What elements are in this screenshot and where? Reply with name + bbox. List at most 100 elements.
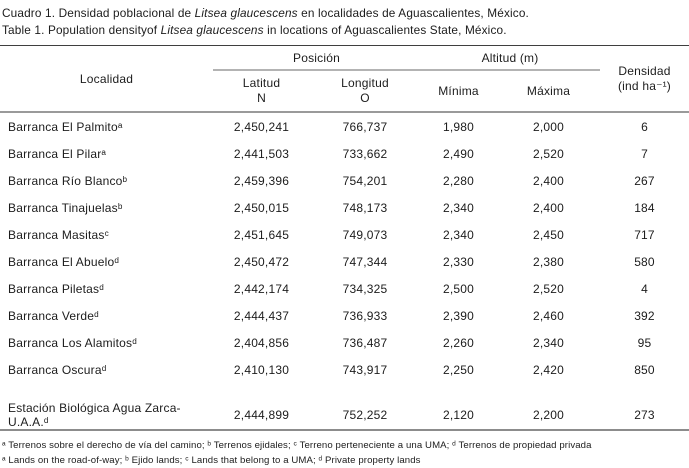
table-row: Barranca Tinajuelasᵇ 2,450,015 748,173 2… (0, 194, 689, 221)
caption-text: Cuadro 1. Densidad poblacional de (2, 6, 195, 20)
cell-altitude-max: 2,400 (532, 173, 565, 188)
cell-density: 184 (634, 200, 655, 215)
header-group-row: Localidad Posición Altitud (m) Densidad … (0, 45, 689, 113)
table-row: Barranca Los Alamitosᵈ 2,404,856 736,487… (0, 329, 689, 356)
table-caption-es: Cuadro 1. Densidad poblacional de Litsea… (2, 5, 687, 22)
cell-locality: Barranca Tinajuelasᵇ (8, 200, 123, 215)
cell-density: 267 (634, 173, 655, 188)
table-row: Estación Biológica Agua Zarca-U.A.A.ᵈ 2,… (0, 383, 689, 430)
cell-longitude: 748,173 (342, 200, 388, 215)
cell-altitude-min: 2,490 (442, 146, 475, 161)
cell-altitude-max: 2,450 (532, 227, 565, 242)
cell-altitude-min: 2,250 (442, 362, 475, 377)
cell-latitude: 2,444,437 (233, 308, 290, 323)
footnote-es: ᵃ Terrenos sobre el derecho de vía del c… (2, 440, 592, 451)
cell-longitude: 734,325 (342, 281, 388, 296)
cell-altitude-max: 2,000 (532, 119, 565, 134)
species-name: Litsea glaucescens (194, 6, 298, 20)
cell-locality: Barranca Piletasᵈ (8, 281, 104, 296)
cell-locality: Barranca Verdeᵈ (8, 308, 99, 323)
cell-altitude-max: 2,420 (532, 362, 565, 377)
table-row: Barranca El Pilarᵃ 2,441,503 733,662 2,4… (0, 140, 689, 167)
table-captions: Cuadro 1. Densidad poblacional de Litsea… (0, 0, 689, 45)
table-footnotes: ᵃ Terrenos sobre el derecho de vía del c… (0, 431, 689, 468)
cell-altitude-min: 2,340 (442, 200, 475, 215)
table-row: Barranca Oscuraᵈ 2,410,130 743,917 2,250… (0, 356, 689, 383)
caption-text: in locations of Aguascalientes State, Mé… (263, 22, 507, 37)
cell-latitude: 2,442,174 (233, 281, 290, 296)
col-header-longitud: Longitud O (310, 70, 420, 113)
group-header-altitud: Altitud (m) (420, 45, 600, 71)
species-name: Litsea glaucescens (160, 22, 264, 37)
col-header-localidad: Localidad (0, 45, 213, 113)
cell-locality: Barranca El Pilarᵃ (8, 146, 107, 161)
cell-latitude: 2,451,645 (233, 227, 290, 242)
cell-altitude-min: 2,120 (442, 408, 475, 422)
table-row: Barranca El Palmitoᵃ 2,450,241 766,737 1… (0, 112, 689, 140)
col-header-densidad: Densidad (ind ha⁻¹) (600, 45, 689, 113)
cell-altitude-min: 2,330 (442, 254, 475, 269)
cell-altitude-min: 1,980 (442, 119, 475, 134)
cell-longitude: 736,933 (342, 308, 388, 323)
header-line: O (360, 91, 370, 105)
col-header-maxima: Máxima (497, 70, 600, 113)
cell-density: 95 (637, 335, 652, 350)
header-line: Longitud (341, 76, 389, 90)
cell-density: 7 (641, 146, 648, 161)
cell-altitude-max: 2,460 (532, 308, 565, 323)
cell-altitude-max: 2,380 (532, 254, 565, 269)
table-row: Barranca Piletasᵈ 2,442,174 734,325 2,50… (0, 275, 689, 302)
cell-longitude: 743,917 (342, 362, 388, 377)
cell-altitude-min: 2,280 (442, 173, 475, 188)
density-table: Localidad Posición Altitud (m) Densidad … (0, 45, 689, 431)
cell-longitude: 754,201 (342, 173, 388, 188)
cell-longitude: 766,737 (342, 119, 388, 134)
cell-altitude-min: 2,260 (442, 335, 475, 350)
header-line: N (257, 91, 266, 105)
header-line: Densidad (618, 63, 671, 78)
cell-latitude: 2,404,856 (233, 335, 290, 350)
cell-altitude-max: 2,520 (532, 281, 565, 296)
cell-longitude: 749,073 (342, 227, 388, 242)
cell-altitude-max: 2,200 (532, 408, 565, 422)
cell-latitude: 2,441,503 (233, 146, 290, 161)
table-row: Barranca Río Blancoᵇ 2,459,396 754,201 2… (0, 167, 689, 194)
caption-text: en localidades de Aguascalientes, México… (297, 6, 529, 20)
cell-altitude-max: 2,520 (532, 146, 565, 161)
cell-altitude-min: 2,500 (442, 281, 475, 296)
table-caption-en: Table 1. Population densityof Litsea gla… (2, 22, 687, 39)
cell-latitude: 2,459,396 (233, 173, 290, 188)
cell-longitude: 747,344 (342, 254, 388, 269)
cell-longitude: 736,487 (342, 335, 388, 350)
cell-longitude: 752,252 (342, 408, 388, 422)
header-line: Latitud (242, 76, 281, 90)
cell-latitude: 2,450,015 (233, 200, 290, 215)
cell-density: 392 (634, 308, 655, 323)
cell-altitude-max: 2,400 (532, 200, 565, 215)
col-header-latitud: Latitud N (213, 70, 310, 113)
cell-locality: Estación Biológica Agua Zarca-U.A.A.ᵈ (8, 401, 181, 429)
table-body: Barranca El Palmitoᵃ 2,450,241 766,737 1… (0, 112, 689, 430)
cell-altitude-max: 2,340 (532, 335, 565, 350)
table-header: Localidad Posición Altitud (m) Densidad … (0, 45, 689, 113)
cell-longitude: 733,662 (342, 146, 388, 161)
cell-density: 580 (634, 254, 655, 269)
footnote-en: ᵃ Lands on the road-of-way; ᵇ Ejido land… (2, 455, 421, 466)
cell-altitude-min: 2,340 (442, 227, 475, 242)
cell-latitude: 2,450,241 (233, 119, 290, 134)
caption-text: Table 1. Population densityof (2, 22, 161, 37)
table-row: Barranca Masitasᶜ 2,451,645 749,073 2,34… (0, 221, 689, 248)
cell-density: 273 (634, 408, 655, 422)
table-row: Barranca Verdeᵈ 2,444,437 736,933 2,390 … (0, 302, 689, 329)
cell-altitude-min: 2,390 (442, 308, 475, 323)
cell-locality: Barranca El Abueloᵈ (8, 254, 120, 269)
cell-latitude: 2,444,899 (233, 408, 290, 422)
col-header-minima: Mínima (420, 70, 497, 113)
cell-locality: Barranca Masitasᶜ (8, 227, 110, 242)
cell-latitude: 2,410,130 (233, 362, 290, 377)
cell-density: 4 (641, 281, 648, 296)
group-header-posicion: Posición (213, 45, 420, 71)
header-line: (ind ha⁻¹) (617, 78, 672, 93)
cell-locality: Barranca El Palmitoᵃ (8, 119, 123, 134)
